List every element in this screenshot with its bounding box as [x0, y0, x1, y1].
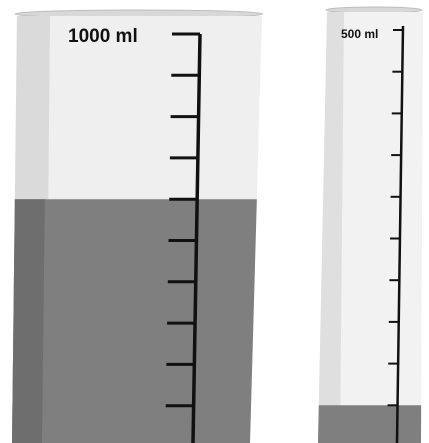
large-container-scale-line [191, 33, 202, 443]
large-container-capacity-label: 1000 ml [68, 26, 138, 47]
small-container-glass-shadow [318, 12, 344, 443]
large-container-liquid [12, 199, 257, 443]
large-container-ticks [165, 32, 200, 408]
small-container-liquid [318, 405, 422, 443]
small-container-ticks [387, 29, 403, 407]
small-container: 500 ml [318, 6, 423, 443]
small-container-glass [318, 12, 423, 443]
small-container-scale-line [395, 25, 405, 443]
large-container-liquid-edge [12, 199, 45, 443]
small-container-capacity-label: 500 ml [341, 27, 378, 41]
large-container: 1000 ml [12, 9, 264, 443]
